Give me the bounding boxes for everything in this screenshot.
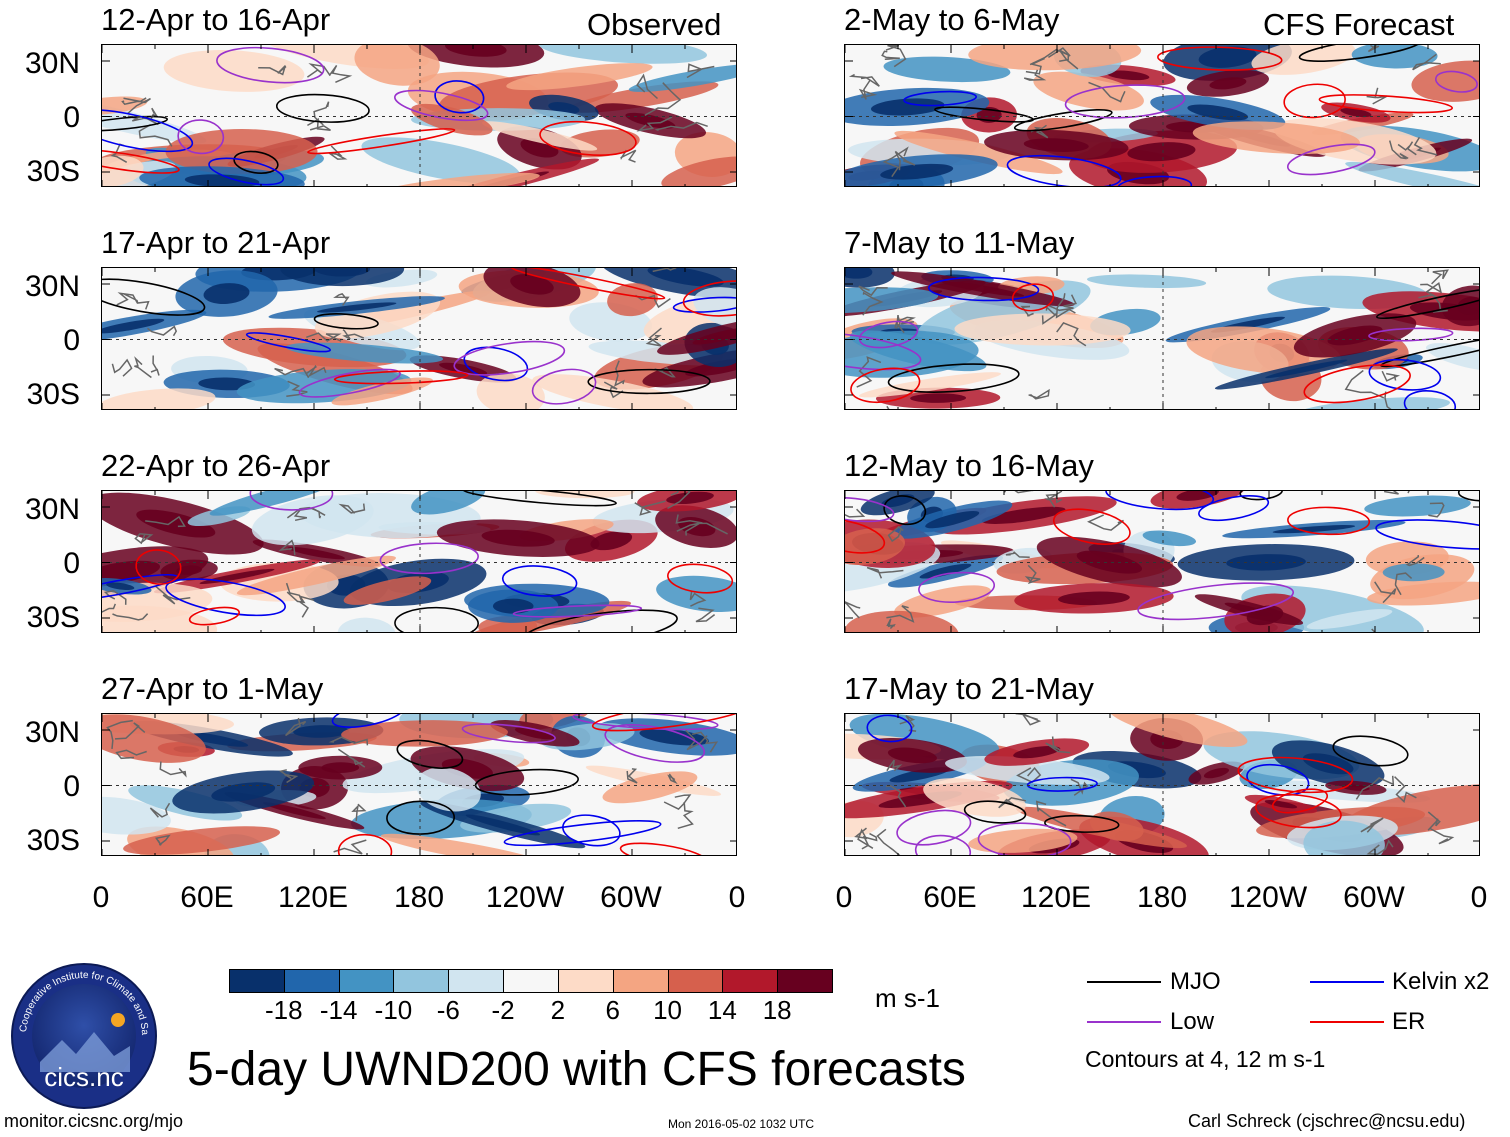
map-panel-obs-4 xyxy=(101,713,737,856)
colorbar-tick-label: 6 xyxy=(605,995,620,1025)
legend-note: Contours at 4, 12 m s-1 xyxy=(1085,1046,1326,1072)
lon-label: 180 xyxy=(1136,881,1188,914)
legend-label-kelvin: Kelvin x2 xyxy=(1392,968,1490,995)
logo-text: cics.nc xyxy=(44,1062,123,1092)
colorbar-tick-label: 10 xyxy=(653,995,682,1025)
lon-label: 120W xyxy=(485,881,565,914)
lon-label: 60E xyxy=(923,881,977,914)
lat-label-30s: 30S xyxy=(26,155,80,188)
colorbar-swatch xyxy=(557,969,614,993)
panel-title-obs-2: 17-Apr to 21-Apr xyxy=(101,225,331,260)
lon-label: 120W xyxy=(1228,881,1308,914)
panel-title-fc-1: 2-May to 6-May xyxy=(844,2,1060,37)
forecast-label: CFS Forecast xyxy=(1263,7,1455,42)
panel-title-fc-2: 7-May to 11-May xyxy=(844,225,1075,260)
colorbar-tick-label: -14 xyxy=(319,995,358,1025)
colorbar-tick-label: -10 xyxy=(374,995,413,1025)
map-panel-obs-3 xyxy=(101,490,737,633)
map-panel-fc-1 xyxy=(844,44,1480,187)
panel-title-obs-3: 22-Apr to 26-Apr xyxy=(101,448,331,483)
colorbar xyxy=(229,969,833,993)
page-title: 5-day UWND200 with CFS forecasts xyxy=(187,1043,966,1096)
lon-label: 60W xyxy=(600,881,662,914)
colorbar-tick-label: 14 xyxy=(707,995,737,1025)
lat-label-eq: 0 xyxy=(63,101,80,134)
legend-line-er xyxy=(1310,1021,1384,1023)
footer-url[interactable]: monitor.cicsnc.org/mjo xyxy=(4,1111,184,1131)
map-panel-obs-1 xyxy=(101,44,737,187)
lat-label-30n: 30N xyxy=(24,47,80,80)
legend-line-mjo xyxy=(1087,981,1161,983)
colorbar-units: m s-1 xyxy=(875,983,940,1013)
colorbar-swatch xyxy=(503,969,559,993)
lon-label: 180 xyxy=(393,881,445,914)
legend-line-kelvin xyxy=(1310,981,1384,983)
colorbar-swatch xyxy=(722,969,779,993)
lat-label-30n: 30N xyxy=(24,270,80,303)
colorbar-tick-label: -18 xyxy=(265,995,303,1025)
colorbar-swatch xyxy=(338,969,395,993)
lat-label-30s: 30S xyxy=(26,378,80,411)
map-panel-fc-3 xyxy=(844,490,1480,633)
colorbar-swatch xyxy=(283,969,340,993)
panel-title-obs-1: 12-Apr to 16-Apr xyxy=(101,2,331,37)
lon-label: 0 xyxy=(1470,881,1488,914)
lat-label-eq: 0 xyxy=(63,324,80,357)
lon-label: 120E xyxy=(1020,881,1092,914)
colorbar-tick-label: -6 xyxy=(436,995,460,1025)
colorbar-swatch xyxy=(393,969,450,993)
lat-label-30s: 30S xyxy=(26,824,80,857)
colorbar-swatch xyxy=(612,969,669,993)
colorbar-swatch xyxy=(777,969,833,993)
colorbar-swatch xyxy=(667,969,724,993)
colorbar-tick-label: -2 xyxy=(491,995,515,1025)
lat-label-eq: 0 xyxy=(63,770,80,803)
panel-title-obs-4: 27-Apr to 1-May xyxy=(101,671,324,706)
map-panel-obs-2 xyxy=(101,267,737,410)
footer-credit: Carl Schreck (cjschrec@ncsu.edu) xyxy=(1188,1111,1466,1131)
colorbar-tick-label: 18 xyxy=(762,995,792,1025)
cics-logo: Cooperative Institute for Climate and Sa… xyxy=(7,954,158,1110)
observed-label: Observed xyxy=(587,7,722,42)
panel-title-fc-3: 12-May to 16-May xyxy=(844,448,1094,483)
lon-label: 0 xyxy=(835,881,853,914)
lon-label: 120E xyxy=(277,881,349,914)
lon-label: 0 xyxy=(728,881,746,914)
lat-label-eq: 0 xyxy=(63,547,80,580)
lat-label-30n: 30N xyxy=(24,493,80,526)
colorbar-tick-label: 2 xyxy=(550,995,566,1025)
lon-label: 0 xyxy=(92,881,110,914)
lon-label: 60E xyxy=(180,881,234,914)
legend-label-mjo: MJO xyxy=(1170,968,1221,995)
map-panel-fc-4 xyxy=(844,713,1480,856)
lat-label-30n: 30N xyxy=(24,716,80,749)
map-panel-fc-2 xyxy=(844,267,1480,410)
legend-label-er: ER xyxy=(1392,1008,1426,1035)
legend-label-low: Low xyxy=(1170,1008,1215,1035)
colorbar-swatch xyxy=(448,969,505,993)
panel-title-fc-4: 17-May to 21-May xyxy=(844,671,1094,706)
footer-timestamp: Mon 2016-05-02 1032 UTC xyxy=(668,1117,815,1131)
legend-line-low xyxy=(1087,1021,1161,1023)
lat-label-30s: 30S xyxy=(26,601,80,634)
colorbar-swatch xyxy=(229,969,285,993)
lon-label: 60W xyxy=(1343,881,1405,914)
